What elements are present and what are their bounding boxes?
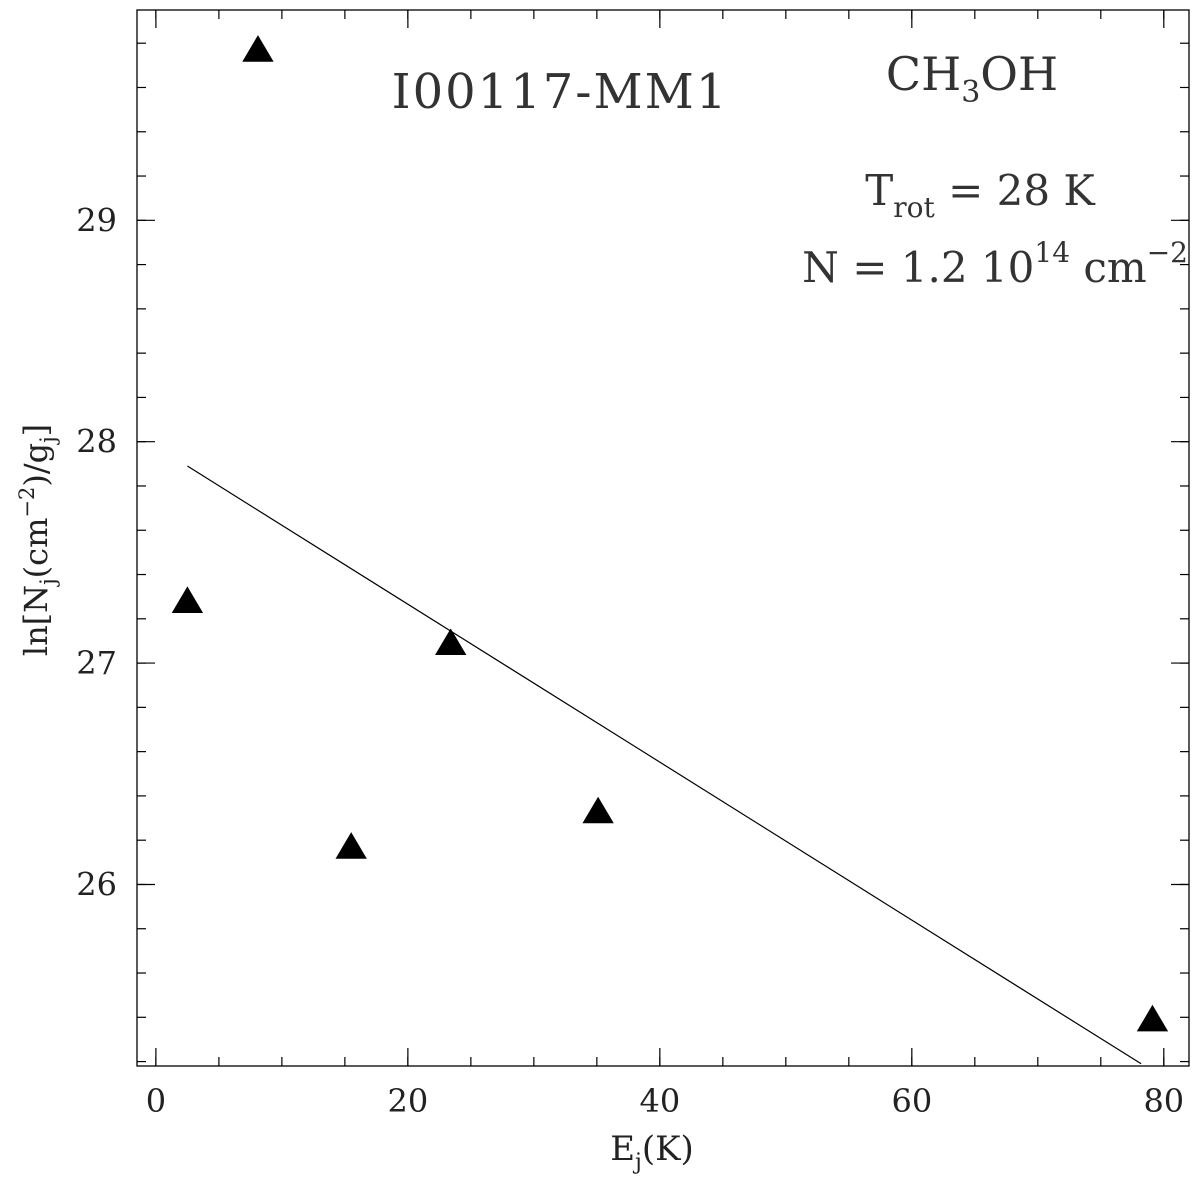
data-point-triangle	[1136, 1004, 1169, 1032]
data-point-triangle	[335, 832, 367, 859]
x-axis-label: Ej(K)	[610, 1129, 694, 1175]
x-tick-label: 80	[1143, 1082, 1184, 1120]
y-tick-label: 28	[76, 423, 117, 461]
plot-frame	[136, 9, 1190, 1067]
molecule-label: CH3OH	[886, 47, 1058, 110]
major-ticks	[137, 10, 1189, 1066]
data-point-triangle	[242, 35, 274, 62]
tick-labels: 0 20 40 60 80 26 27 28 29	[76, 201, 1184, 1120]
data-point-triangle	[171, 586, 204, 613]
fit-line	[187, 465, 1142, 1065]
y-tick-label: 26	[76, 865, 117, 903]
column-density-label: N = 1.2 1014 cm−2	[802, 236, 1188, 292]
x-tick-label: 40	[639, 1082, 680, 1120]
data-points	[171, 35, 1169, 1032]
x-tick-label: 60	[891, 1082, 932, 1120]
x-tick-label: 20	[388, 1082, 429, 1120]
y-axis-label: ln[Nj(cm−2)/gj]	[15, 424, 60, 656]
data-point-triangle	[435, 628, 467, 656]
source-name: I00117-MM1	[392, 64, 729, 120]
y-tick-label: 29	[76, 201, 117, 239]
data-point-triangle	[582, 796, 614, 824]
y-tick-label: 27	[76, 644, 117, 682]
rotational-temperature-label: Trot = 28 K	[865, 166, 1096, 224]
x-tick-label: 0	[146, 1082, 166, 1120]
